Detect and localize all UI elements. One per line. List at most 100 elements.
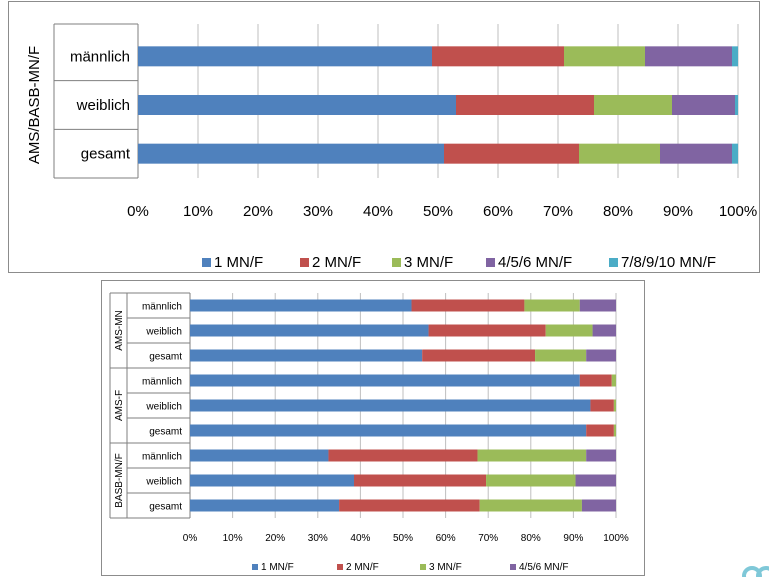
bar-segment xyxy=(611,374,616,387)
bar-segment xyxy=(732,46,738,67)
bar-segment xyxy=(660,143,732,164)
x-tick-label: 0% xyxy=(183,533,198,544)
bar-segment xyxy=(190,374,580,387)
legend-swatch xyxy=(337,564,343,570)
legend-swatch xyxy=(420,564,426,570)
category-label: gesamt xyxy=(81,146,131,163)
bar-segment xyxy=(613,399,616,412)
bar-segment xyxy=(594,95,672,115)
bar-segment xyxy=(545,324,593,337)
legend-swatch xyxy=(300,258,309,267)
group-label: BASB-MN/F xyxy=(114,453,125,507)
x-tick-label: 90% xyxy=(663,203,693,220)
x-tick-label: 30% xyxy=(308,533,328,544)
legend-swatch xyxy=(486,258,495,267)
category-label: gesamt xyxy=(149,502,182,513)
chart-top-svg: 0% 10% 20% 30% 40% 50% 60% 70% 80% 90% 100% männlic… xyxy=(26,23,757,271)
x-tick-label: 70% xyxy=(478,533,498,544)
legend-swatch xyxy=(609,258,618,267)
legend-swatch xyxy=(392,258,401,267)
bar-segment xyxy=(328,449,478,462)
bar-segment xyxy=(592,324,616,337)
x-tick-label: 40% xyxy=(363,203,393,220)
x-tick-label: 90% xyxy=(563,533,583,544)
bar-segment xyxy=(190,449,329,462)
bar-segment xyxy=(586,424,614,437)
bar-segment xyxy=(138,143,444,164)
category-label: weiblich xyxy=(145,477,182,488)
chart-bottom-svg: 0% 10% 20% 30% 40% 50% 60% 70% 80% 90% 100% AMS-MN m… xyxy=(109,292,629,573)
x-tick-label: 60% xyxy=(436,533,456,544)
bar-segment xyxy=(477,449,587,462)
legend-swatch xyxy=(252,564,258,570)
category-label: weiblich xyxy=(145,327,182,338)
x-tick-label: 60% xyxy=(483,203,513,220)
category-label: gesamt xyxy=(149,352,182,363)
bar-segment xyxy=(645,46,732,67)
category-label: männlich xyxy=(142,452,182,463)
bar-segment xyxy=(486,474,576,487)
chart-bottom: 0% 10% 20% 30% 40% 50% 60% 70% 80% 90% 100% AMS-MN m… xyxy=(101,280,645,576)
bar-segment xyxy=(444,143,579,164)
bar-segment xyxy=(422,349,536,362)
legend-label: 7/8/9/10 MN/F xyxy=(621,254,716,271)
bar-segment xyxy=(479,499,582,512)
group-label: AMS-F xyxy=(114,390,125,421)
bar-segment xyxy=(579,299,616,312)
x-tick-label: 80% xyxy=(521,533,541,544)
x-tick-label: 10% xyxy=(183,203,213,220)
bar-segment xyxy=(190,499,340,512)
bar-segment xyxy=(535,349,587,362)
legend-label: 4/5/6 MN/F xyxy=(498,254,572,271)
category-label: männlich xyxy=(142,377,182,388)
x-tick-label: 0% xyxy=(127,203,149,220)
x-tick-label: 20% xyxy=(243,203,273,220)
bar-segment xyxy=(190,299,412,312)
category-label: weiblich xyxy=(76,97,130,114)
bar-segment xyxy=(190,349,423,362)
x-tick-label: 20% xyxy=(265,533,285,544)
bar-segment xyxy=(564,46,645,67)
x-tick-label: 50% xyxy=(393,533,413,544)
legend-label: 1 MN/F xyxy=(261,562,294,573)
x-tick-label: 30% xyxy=(303,203,333,220)
legend-label: 1 MN/F xyxy=(214,254,263,271)
legend-swatch xyxy=(202,258,211,267)
bar-segment xyxy=(735,95,738,115)
bar-segment xyxy=(339,499,480,512)
group-label: AMS/BASB-MN/F xyxy=(26,46,43,164)
x-tick-label: 80% xyxy=(603,203,633,220)
legend-label: 2 MN/F xyxy=(312,254,361,271)
bar-segment xyxy=(190,399,591,412)
bar-segment xyxy=(672,95,735,115)
bar-segment xyxy=(411,299,525,312)
bar-segment xyxy=(575,474,616,487)
x-tick-label: 50% xyxy=(423,203,453,220)
x-tick-label: 100% xyxy=(603,533,629,544)
bar-segment xyxy=(190,324,429,337)
legend-label: 3 MN/F xyxy=(429,562,462,573)
bar-segment xyxy=(579,143,660,164)
category-label: weiblich xyxy=(145,402,182,413)
bar-segment xyxy=(428,324,546,337)
legend-label: 2 MN/F xyxy=(346,562,379,573)
bar-segment xyxy=(432,46,564,67)
bar-segment xyxy=(190,474,355,487)
bar-segment xyxy=(579,374,612,387)
x-tick-label: 40% xyxy=(350,533,370,544)
category-label: gesamt xyxy=(149,427,182,438)
bar-segment xyxy=(138,95,456,115)
x-tick-label: 100% xyxy=(719,203,757,220)
corner-decoration-icon xyxy=(742,566,769,577)
group-label: AMS-MN xyxy=(114,310,125,351)
x-tick-label: 10% xyxy=(223,533,243,544)
bar-segment xyxy=(138,46,432,67)
legend-swatch xyxy=(510,564,516,570)
bar-segment xyxy=(590,399,614,412)
bar-segment xyxy=(354,474,487,487)
legend-label: 4/5/6 MN/F xyxy=(519,562,568,573)
bar-segment xyxy=(586,349,616,362)
bar-segment xyxy=(581,499,616,512)
legend-label: 3 MN/F xyxy=(404,254,453,271)
bar-segment xyxy=(190,424,587,437)
